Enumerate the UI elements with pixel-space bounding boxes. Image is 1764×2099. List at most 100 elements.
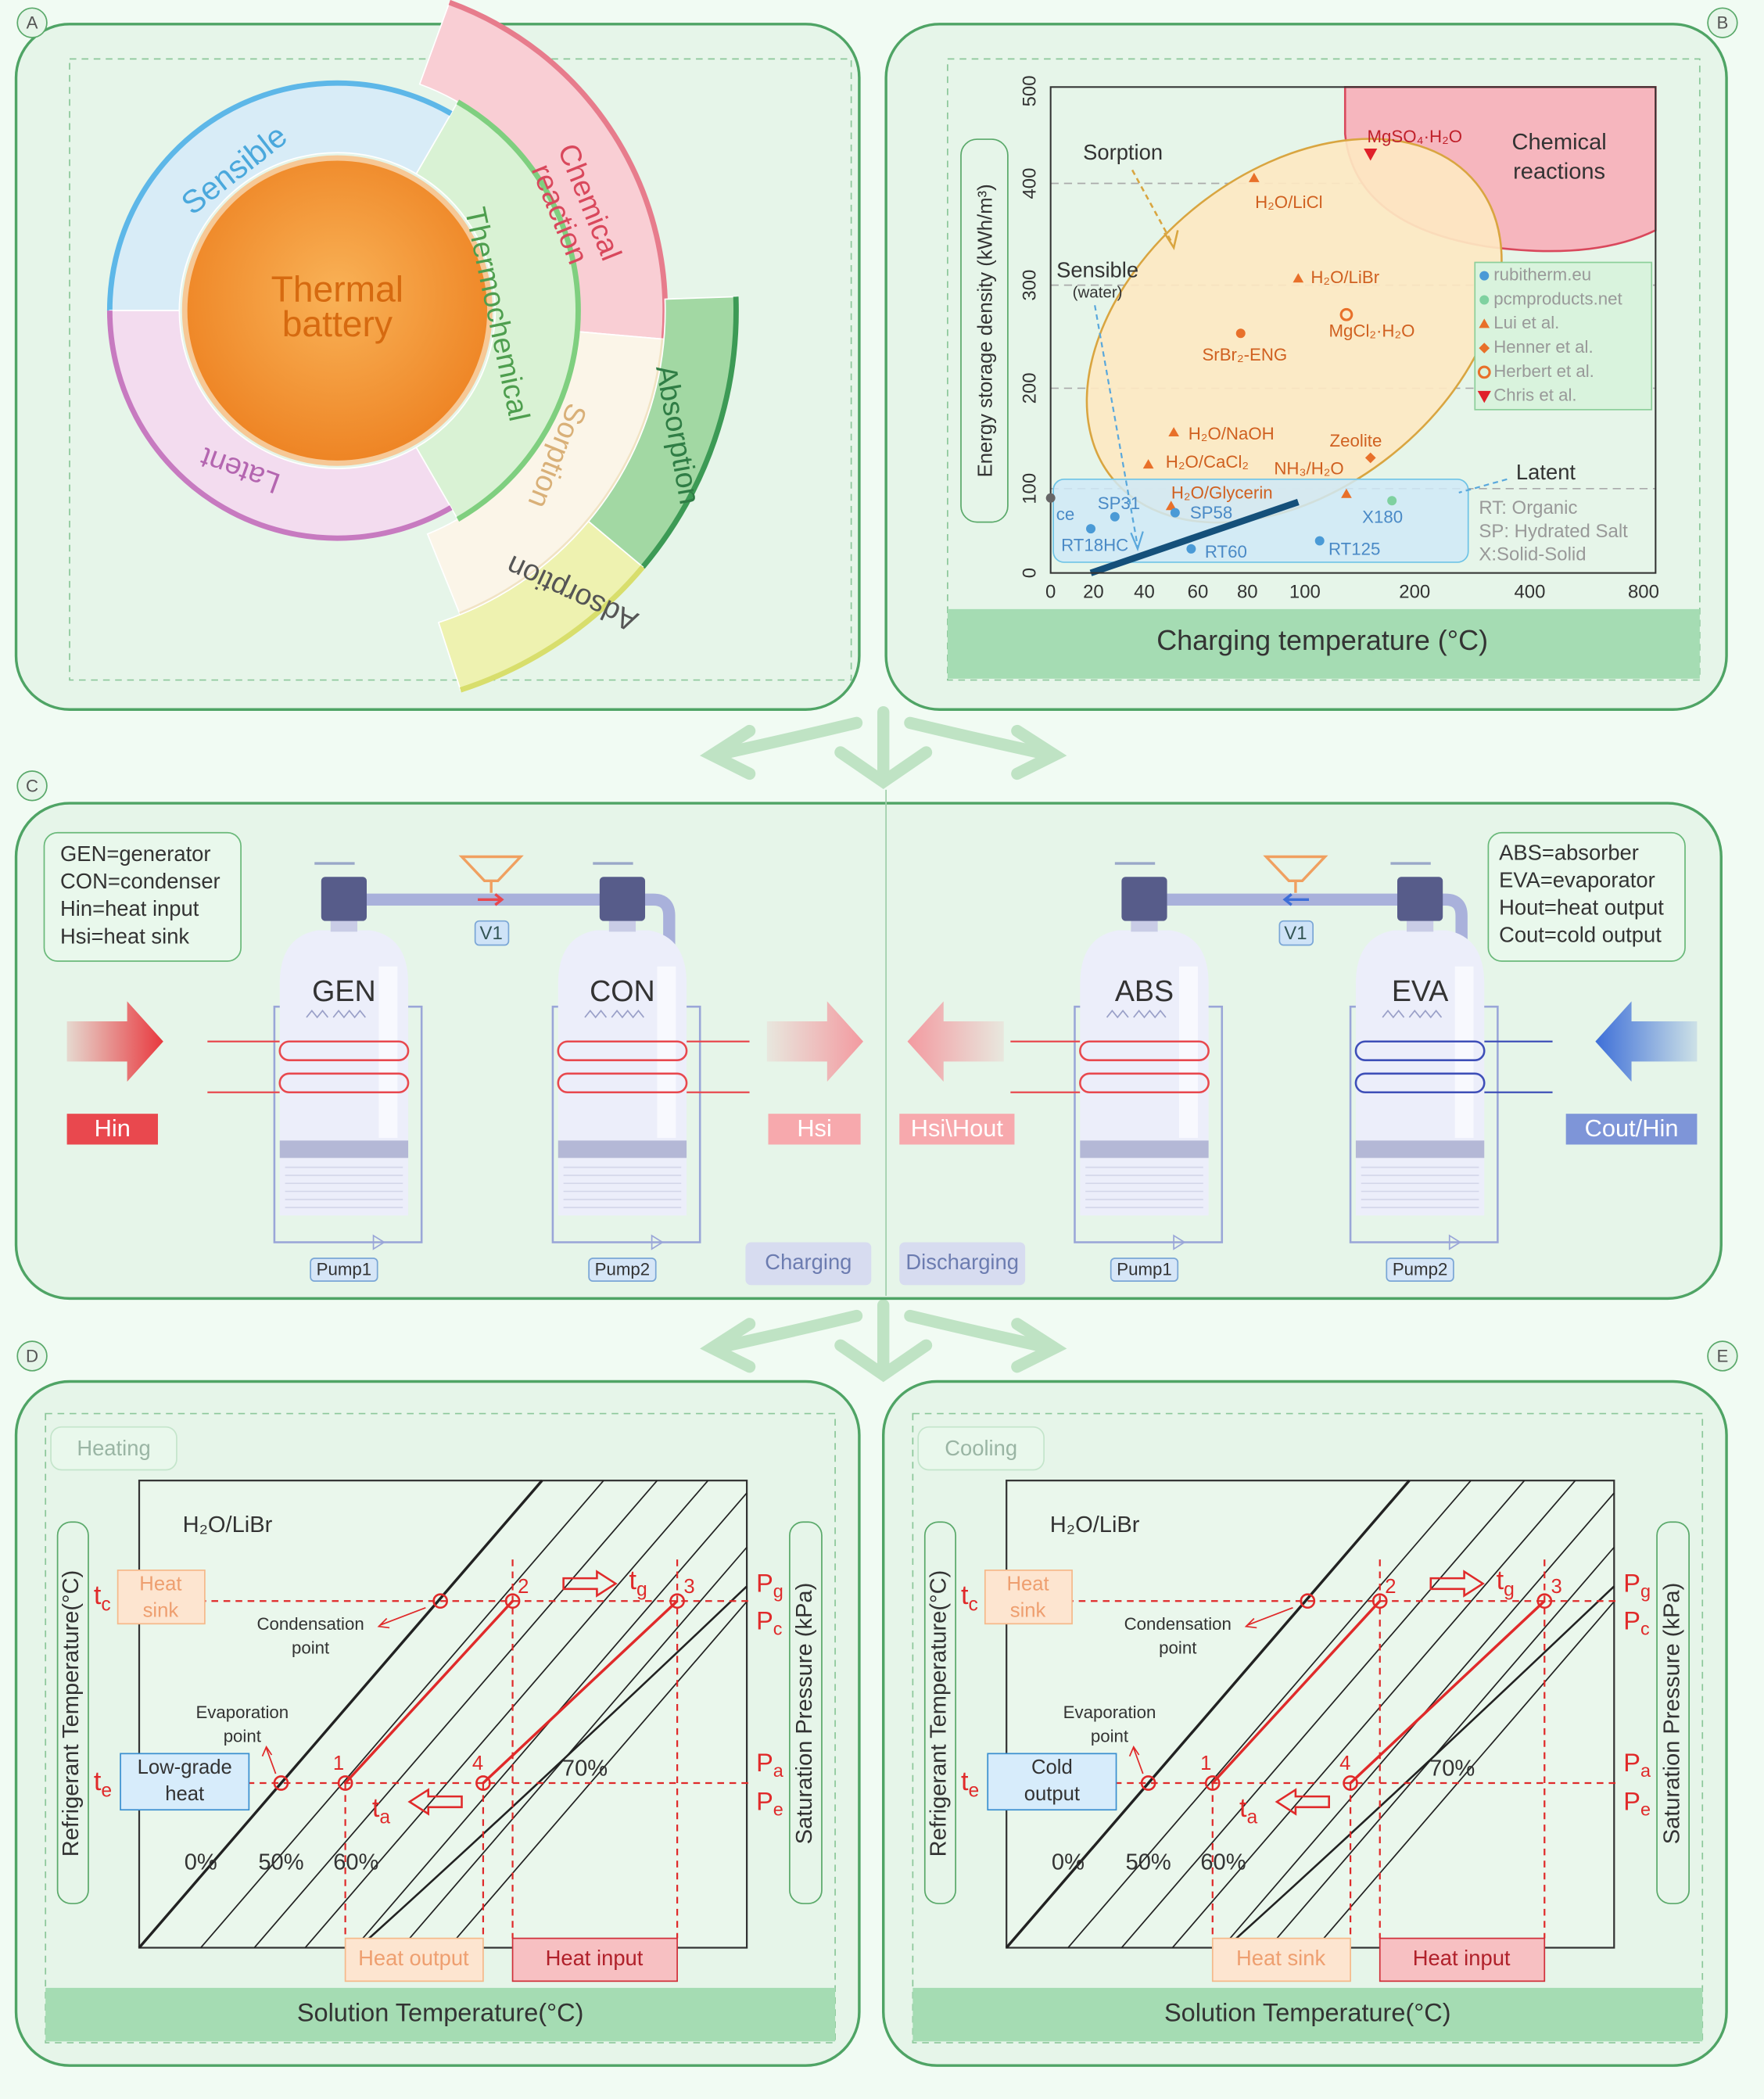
marker xyxy=(1479,343,1490,353)
point-label: Zeolite xyxy=(1330,431,1382,450)
y-tick-label: 100 xyxy=(1019,473,1040,504)
label: battery xyxy=(282,303,393,344)
flow-arrow xyxy=(1011,1318,1067,1373)
concentration-label: 70% xyxy=(562,1756,608,1781)
panel-letter: B xyxy=(1717,13,1729,33)
coil xyxy=(557,1040,688,1061)
state-point xyxy=(1371,1593,1388,1609)
coil xyxy=(557,1072,688,1094)
isoconcentration-line xyxy=(253,1480,658,1949)
state-label: 4 xyxy=(472,1753,483,1774)
pump-label: Pump2 xyxy=(595,1259,651,1279)
pump-tag xyxy=(1110,1258,1179,1282)
flow-arrow xyxy=(834,1339,933,1383)
marker xyxy=(1477,390,1491,404)
pump-label: Pump1 xyxy=(317,1259,372,1279)
state-label: 2 xyxy=(518,1576,529,1598)
pointer xyxy=(1458,478,1508,494)
heat-arrow xyxy=(766,1001,864,1082)
y-tick-label: 200 xyxy=(1019,372,1040,404)
main-letter: t xyxy=(1497,1566,1504,1595)
y-axis-label: Refrigerant Temperature(°C) xyxy=(59,1570,84,1857)
subscript: c xyxy=(773,1619,783,1639)
valve xyxy=(1263,855,1328,883)
subscript: g xyxy=(636,1579,647,1600)
tank-label: ABS xyxy=(1115,974,1174,1007)
temperature-symbol: te xyxy=(961,1767,979,1801)
point-label: H₂O/CaCl₂ xyxy=(1166,452,1249,472)
point-label: SP31 xyxy=(1098,493,1140,513)
label: sink xyxy=(143,1600,179,1622)
marker xyxy=(1168,427,1179,437)
label: Hin xyxy=(95,1114,131,1142)
mode-tag xyxy=(745,1242,872,1286)
label: output xyxy=(1024,1783,1080,1805)
tank-neck xyxy=(1406,918,1434,932)
pressure-symbol: Pc xyxy=(1623,1606,1650,1638)
state-point xyxy=(432,1593,448,1609)
pipe xyxy=(1167,893,1468,945)
spray xyxy=(306,1009,366,1019)
label: Hsi xyxy=(797,1114,831,1142)
pressure-symbol: Pg xyxy=(756,1569,783,1601)
heat-arrow xyxy=(66,1001,163,1082)
main-letter: t xyxy=(94,1767,102,1796)
flow-tag xyxy=(1565,1114,1698,1145)
label: Condensation xyxy=(1124,1614,1232,1634)
process-line xyxy=(1211,1600,1382,1785)
label: point xyxy=(224,1727,262,1746)
output-box xyxy=(511,1937,678,1982)
x-axis-label: Solution Temperature(°C) xyxy=(297,1999,584,2027)
valve-tag xyxy=(1278,920,1314,946)
coil xyxy=(1354,1072,1486,1094)
label: V1 xyxy=(1284,923,1307,944)
x-tick-label: 40 xyxy=(1134,582,1155,603)
tank-cap xyxy=(321,877,368,921)
coil xyxy=(1079,1040,1210,1061)
tank-label: CON xyxy=(590,974,655,1007)
pointer xyxy=(261,1745,277,1774)
state-point xyxy=(273,1775,289,1791)
mode-tag xyxy=(899,1242,1026,1286)
point-label: H₂O/Glycerin xyxy=(1171,483,1273,503)
pointer-head xyxy=(1130,531,1144,552)
label: Thermal xyxy=(271,268,403,309)
flow-direction xyxy=(478,893,504,906)
label: Hout=heat output xyxy=(1499,895,1664,920)
concentration-label: 60% xyxy=(1200,1850,1246,1875)
x-axis-label: Solution Temperature(°C) xyxy=(1164,1999,1451,2027)
panel-badge xyxy=(16,1340,48,1372)
label: CON=condenser xyxy=(60,869,220,893)
pump-tag xyxy=(1386,1258,1454,1282)
label: Hin=heat input xyxy=(60,896,199,920)
inner-frame xyxy=(947,58,1701,681)
marker xyxy=(1314,536,1325,546)
label: Charging xyxy=(765,1250,852,1274)
flow-arrow xyxy=(710,1309,863,1354)
isoconcentration-line xyxy=(138,1480,543,1949)
label: GEN=generator xyxy=(60,841,211,866)
tank-band xyxy=(279,1140,409,1158)
main-letter: P xyxy=(756,1606,773,1634)
coil xyxy=(1079,1072,1210,1094)
pressure-symbol: Pe xyxy=(1623,1787,1651,1819)
label: Heat xyxy=(139,1573,181,1595)
note: X:Solid-Solid xyxy=(1479,544,1586,565)
heat-arrow xyxy=(907,1001,1004,1082)
marker xyxy=(1235,328,1246,339)
label: H₂O/LiBr xyxy=(183,1512,273,1537)
state-point xyxy=(669,1593,685,1609)
tank-cap xyxy=(1396,877,1443,921)
legend-box xyxy=(1474,261,1653,411)
isoconcentration-line xyxy=(1268,1546,1615,1949)
tank-cap xyxy=(1121,877,1167,921)
panel-letter: D xyxy=(26,1347,38,1366)
main-letter: P xyxy=(1623,1569,1640,1597)
temperature-symbol: te xyxy=(94,1767,112,1801)
sensible-line xyxy=(1089,498,1300,576)
state-label: 4 xyxy=(1339,1753,1350,1774)
axis-label-frame xyxy=(56,1521,89,1904)
flow-arrow xyxy=(904,716,1057,762)
heating-arrow xyxy=(1429,1570,1485,1598)
